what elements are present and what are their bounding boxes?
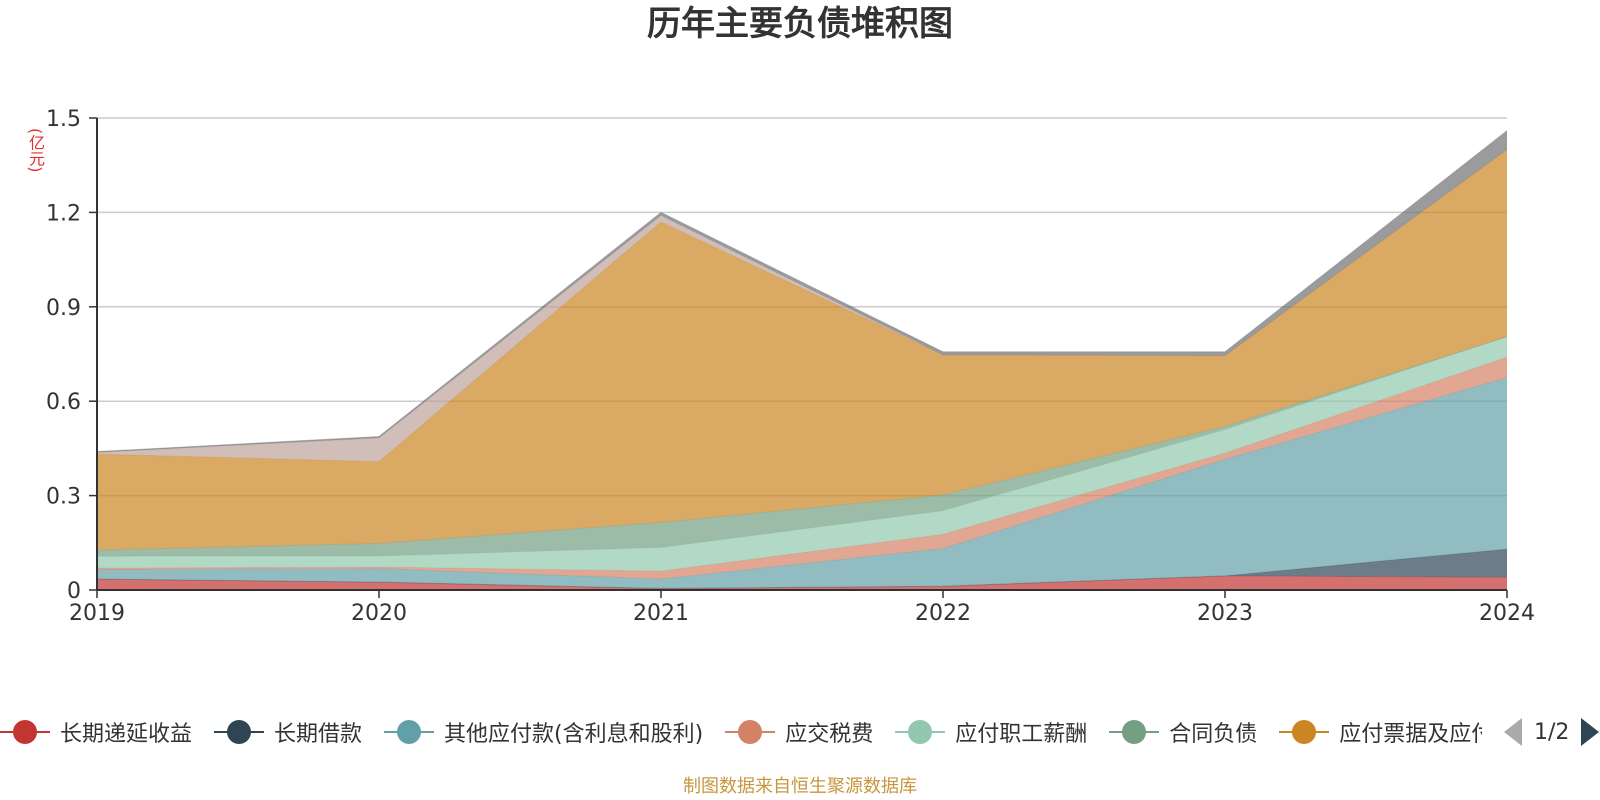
legend-item[interactable]: 应付职工薪酬: [895, 710, 1087, 754]
legend-page-indicator: 1/2: [1534, 719, 1570, 745]
y-tick-label: 0.3: [46, 485, 81, 510]
source-note: 制图数据来自恒生聚源数据库: [683, 776, 917, 797]
legend: 长期递延收益 长期借款 其他应付款(含利息和股利) 应交税费 应付职工薪酬 合同负债 应付票…: [0, 710, 1600, 754]
x-tick-label: 2022: [915, 601, 971, 626]
series-line: [96, 130, 1508, 453]
x-tick-label: 2021: [633, 601, 689, 626]
area-series: [97, 149, 1507, 462]
area-series: [97, 149, 1507, 551]
legend-item[interactable]: 长期递延收益: [0, 710, 192, 754]
legend-label: 其他应付款(含利息和股利): [444, 722, 704, 747]
y-tick-label: 0: [67, 579, 81, 604]
legend-marker-icon: [1279, 719, 1330, 745]
x-tick-label: 2023: [1197, 601, 1253, 626]
legend-item[interactable]: 长期借款: [214, 710, 362, 754]
legend-label: 应交税费: [785, 722, 874, 747]
legend-item[interactable]: 应付票据及应付账款: [1279, 710, 1482, 754]
y-tick-label: 1.5: [46, 107, 81, 132]
legend-item[interactable]: 合同负债: [1109, 710, 1257, 754]
legend-items: 长期递延收益 长期借款 其他应付款(含利息和股利) 应交税费 应付职工薪酬 合同负债 应付票…: [0, 710, 1482, 754]
legend-label: 应付票据及应付账款: [1339, 722, 1482, 747]
legend-marker-icon: [1109, 719, 1160, 745]
legend-next-page-icon[interactable]: [1581, 718, 1600, 746]
legend-marker-icon: [214, 719, 265, 745]
chart-title: 历年主要负债堆积图: [647, 4, 953, 44]
x-tick-label: 2024: [1479, 601, 1535, 626]
legend-marker-icon: [725, 719, 776, 745]
legend-label: 长期借款: [274, 722, 363, 747]
legend-label: 合同负债: [1169, 722, 1258, 747]
y-tick-label: 1.2: [46, 201, 81, 226]
y-tick-label: 0.9: [46, 296, 81, 321]
legend-item[interactable]: 应交税费: [725, 710, 873, 754]
x-tick-label: 2020: [351, 601, 407, 626]
legend-marker-icon: [0, 719, 50, 745]
legend-label: 应付职工薪酬: [955, 722, 1088, 747]
area-series: [97, 377, 1507, 589]
legend-prev-page-icon[interactable]: [1504, 718, 1522, 746]
area-series: [97, 336, 1507, 557]
legend-label: 长期递延收益: [60, 722, 193, 747]
x-tick-label: 2019: [69, 601, 125, 626]
y-tick-label: 0.6: [46, 390, 81, 415]
legend-pager: 1/2: [1500, 710, 1600, 754]
area-series: [97, 575, 1507, 590]
legend-marker-icon: [895, 719, 946, 745]
legend-marker-icon: [384, 719, 435, 745]
stacked-areas: [96, 130, 1508, 590]
y-axis-unit-label: (亿元): [26, 127, 45, 173]
axes: 0 0.3 0.6 0.9 1.2 1.5 2019 2020 2021 2022 2023 2024: [46, 107, 1535, 626]
legend-item[interactable]: 其他应付款(含利息和股利): [384, 710, 703, 754]
